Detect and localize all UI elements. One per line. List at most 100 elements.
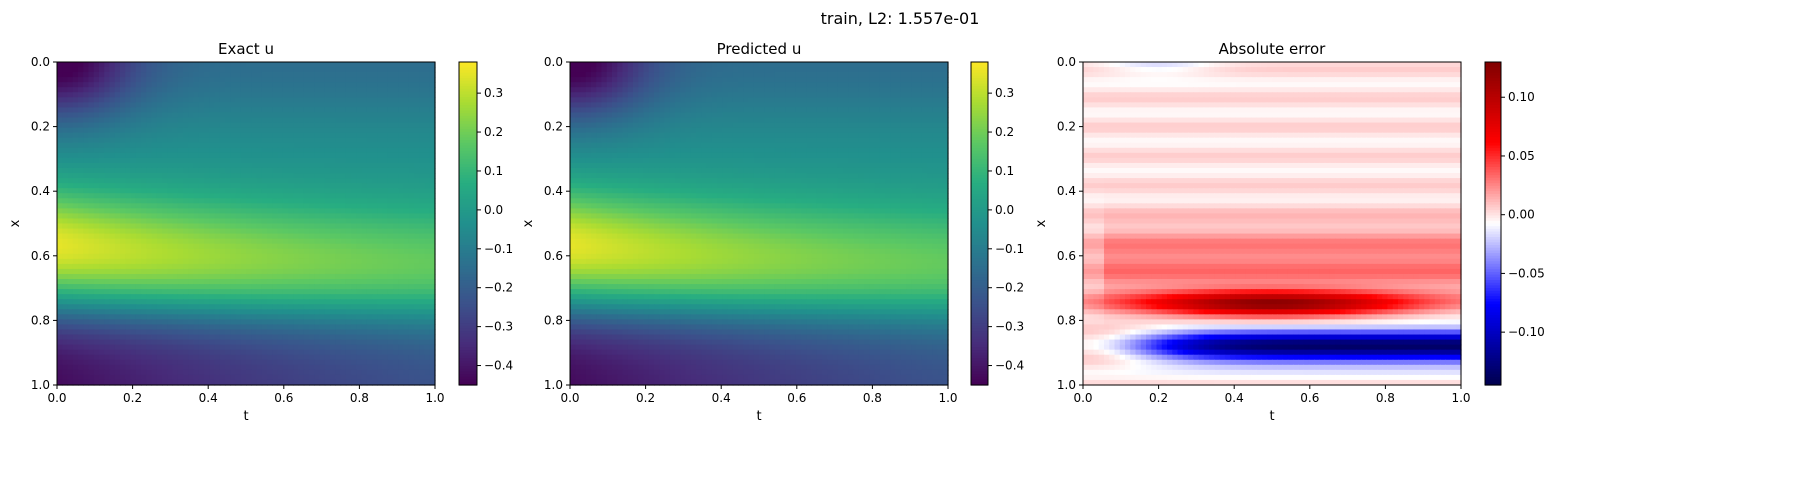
heatmap-cell [209,294,216,300]
heatmap-cell [120,243,126,250]
heatmap-cell [277,112,284,119]
heatmap-cell [62,127,69,134]
heatmap-cell [627,72,634,78]
heatmap-cell [330,193,336,199]
heatmap-cell [429,147,436,154]
heatmap-cell [398,117,405,124]
heatmap-cell [151,183,158,189]
heatmap-cell [193,218,200,225]
heatmap-cell [235,344,242,351]
heatmap-cell [429,263,436,270]
heatmap-cell [293,309,300,315]
heatmap-cell [219,142,226,149]
heatmap-cell [272,344,279,351]
heatmap-cell [351,354,357,361]
heatmap-cell [62,228,69,235]
heatmap-cell [753,62,760,68]
heatmap-cell [261,183,268,189]
heatmap-cell [114,248,121,255]
heatmap-cell [282,299,289,305]
heatmap-cell [230,107,237,114]
heatmap-cell [141,334,147,341]
heatmap-cell [282,67,289,73]
heatmap-cell [104,294,111,300]
heatmap-cell [419,137,426,144]
heatmap-cell [188,218,195,225]
heatmap-cell [345,309,352,315]
heatmap-cell [382,233,389,240]
heatmap-cell [366,248,373,255]
heatmap-cell [167,188,174,194]
heatmap-cell [57,82,63,88]
heatmap-cell [309,132,315,139]
heatmap-cell [251,279,258,285]
heatmap-cell [225,233,231,240]
heatmap-cell [57,183,63,189]
heatmap-cell [104,304,111,310]
heatmap-cell [209,183,216,189]
heatmap-cell [261,233,268,240]
heatmap-cell [277,62,284,68]
heatmap-cell [282,369,289,376]
heatmap-cell [251,77,258,83]
heatmap-cell [188,142,195,149]
heatmap-cell [393,193,399,199]
heatmap-cell [256,299,263,305]
heatmap-cell [240,309,247,315]
heatmap-cell [114,253,121,260]
heatmap-cell [62,258,69,265]
heatmap-cell [240,228,247,235]
heatmap-cell [83,319,90,326]
heatmap-cell [340,117,347,124]
heatmap-cell [398,198,405,204]
heatmap-cell [393,142,399,149]
heatmap-cell [225,213,231,220]
heatmap-cell [419,243,426,250]
heatmap-cell [408,173,415,179]
heatmap-cell [246,324,252,331]
heatmap-cell [429,233,436,240]
heatmap-cell [282,354,289,361]
heatmap-cell [172,127,179,134]
heatmap-cell [78,258,84,265]
heatmap-cell [272,359,279,366]
heatmap-cell [424,233,431,240]
heatmap-cell [93,248,100,255]
heatmap-cell [209,132,216,139]
heatmap-cell [424,203,431,209]
heatmap-cell [303,72,310,78]
heatmap-cell [366,183,373,189]
heatmap-cell [156,183,163,189]
heatmap-cell [403,112,410,119]
heatmap-cell [251,213,258,220]
heatmap-cell [429,223,436,230]
heatmap-cell [256,253,263,260]
heatmap-cell [109,289,116,295]
heatmap-cell [230,319,237,326]
heatmap-cell [372,97,378,103]
heatmap-cell [330,324,336,331]
heatmap-cell [335,193,342,199]
heatmap-cell [204,294,210,300]
heatmap-cell [151,268,158,275]
colorbar-segment [459,150,477,155]
heatmap-cell [109,127,116,134]
heatmap-cell [167,279,174,285]
heatmap-cell [408,339,415,346]
heatmap-cell [837,72,844,78]
heatmap-cell [324,379,331,386]
colorbar-segment [459,344,477,348]
heatmap-cell [219,258,226,265]
heatmap-cell [162,248,168,255]
heatmap-cell [172,198,179,204]
heatmap-cell [172,299,179,305]
heatmap-cell [83,334,90,341]
heatmap-cell [419,188,426,194]
heatmap-cell [183,238,189,245]
heatmap-cell [361,329,368,336]
heatmap-cell [356,77,363,83]
heatmap-cell [414,208,420,215]
heatmap-cell [282,122,289,129]
heatmap-cell [356,87,363,93]
heatmap-cell [267,299,273,305]
